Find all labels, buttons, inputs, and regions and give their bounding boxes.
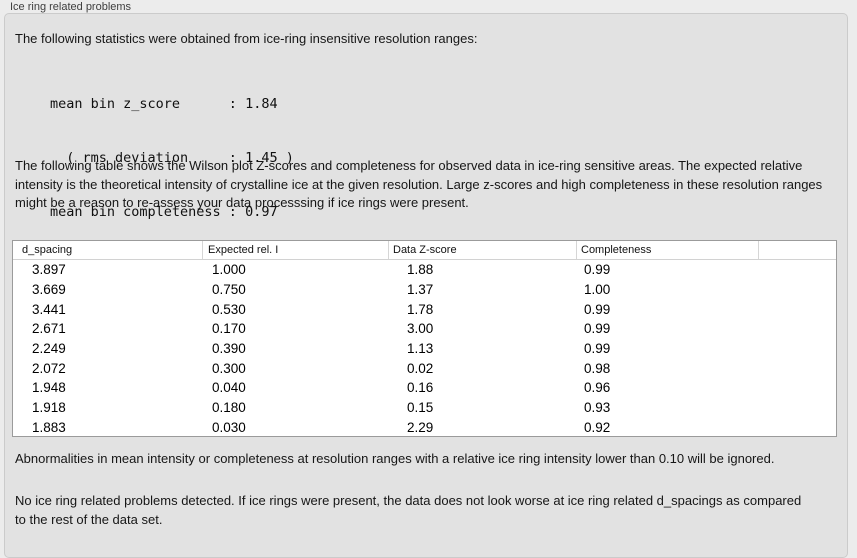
cell-expected-rel-i: 1.000 (212, 262, 246, 278)
cell-d-spacing: 2.671 (32, 321, 66, 337)
cell-expected-rel-i: 0.750 (212, 282, 246, 298)
cell-d-spacing: 1.948 (32, 380, 66, 396)
cell-expected-rel-i: 0.170 (212, 321, 246, 337)
abnormalities-note: Abnormalities in mean intensity or compl… (15, 451, 775, 466)
cell-d-spacing: 3.897 (32, 262, 66, 278)
table-row[interactable]: 1.918 0.180 0.15 0.93 (13, 398, 836, 418)
stat-line-mean-zscore: mean bin z_score : 1.84 (50, 96, 278, 112)
cell-d-spacing: 2.249 (32, 341, 66, 357)
conclusion-text: No ice ring related problems detected. I… (15, 493, 802, 527)
table-row[interactable]: 2.072 0.300 0.02 0.98 (13, 358, 836, 378)
cell-expected-rel-i: 0.030 (212, 419, 246, 435)
cell-data-z-score: 1.78 (407, 301, 434, 317)
cell-completeness: 0.92 (584, 419, 611, 435)
ice-ring-table: d_spacing Expected rel. I Data Z-score C… (12, 240, 837, 437)
column-header-d-spacing[interactable]: d_spacing (22, 244, 73, 256)
table-row[interactable]: 1.948 0.040 0.16 0.96 (13, 378, 836, 398)
stat-line-mean-completeness: mean bin completeness : 0.97 (50, 204, 278, 220)
cell-d-spacing: 3.441 (32, 301, 66, 317)
ice-ring-panel: The following statistics were obtained f… (4, 13, 848, 558)
cell-expected-rel-i: 0.300 (212, 360, 246, 376)
cell-d-spacing: 2.072 (32, 360, 66, 376)
panel-title: Ice ring related problems (10, 1, 132, 13)
table-row[interactable]: 3.441 0.530 1.78 0.99 (13, 299, 836, 319)
cell-completeness: 1.00 (584, 282, 611, 298)
cell-completeness: 0.99 (584, 301, 611, 317)
cell-data-z-score: 2.29 (407, 419, 434, 435)
cell-data-z-score: 1.88 (407, 262, 434, 278)
cell-data-z-score: 0.02 (407, 360, 434, 376)
column-header-data-z-score[interactable]: Data Z-score (388, 241, 576, 259)
cell-completeness: 0.99 (584, 341, 611, 357)
cell-completeness: 0.99 (584, 321, 611, 337)
cell-data-z-score: 3.00 (407, 321, 434, 337)
table-row[interactable]: 3.669 0.750 1.37 1.00 (13, 280, 836, 300)
table-header-row: d_spacing Expected rel. I Data Z-score C… (13, 241, 836, 260)
cell-expected-rel-i: 0.180 (212, 400, 246, 416)
cell-data-z-score: 1.13 (407, 341, 434, 357)
cell-data-z-score: 0.15 (407, 400, 434, 416)
cell-d-spacing: 1.918 (32, 400, 66, 416)
table-row[interactable]: 2.249 0.390 1.13 0.99 (13, 339, 836, 359)
cell-d-spacing: 3.669 (32, 282, 66, 298)
cell-data-z-score: 0.16 (407, 380, 434, 396)
table-row[interactable]: 1.883 0.030 2.29 0.92 (13, 418, 836, 438)
table-row[interactable]: 2.671 0.170 3.00 0.99 (13, 319, 836, 339)
cell-d-spacing: 1.883 (32, 419, 66, 435)
cell-completeness: 0.93 (584, 400, 611, 416)
table-row[interactable]: 3.897 1.000 1.88 0.99 (13, 260, 836, 280)
cell-completeness: 0.98 (584, 360, 611, 376)
cell-expected-rel-i: 0.390 (212, 341, 246, 357)
column-header-filler (758, 241, 836, 259)
intro-text: The following statistics were obtained f… (15, 31, 478, 46)
table-description: The following table shows the Wilson plo… (15, 158, 823, 210)
stat-line-zscore-rms: ( rms deviation : 1.45 ) (50, 150, 294, 166)
column-header-expected-rel-i[interactable]: Expected rel. I (202, 241, 388, 259)
cell-expected-rel-i: 0.040 (212, 380, 246, 396)
column-header-completeness[interactable]: Completeness (576, 241, 758, 259)
cell-expected-rel-i: 0.530 (212, 301, 246, 317)
cell-completeness: 0.99 (584, 262, 611, 278)
cell-data-z-score: 1.37 (407, 282, 434, 298)
cell-completeness: 0.96 (584, 380, 611, 396)
